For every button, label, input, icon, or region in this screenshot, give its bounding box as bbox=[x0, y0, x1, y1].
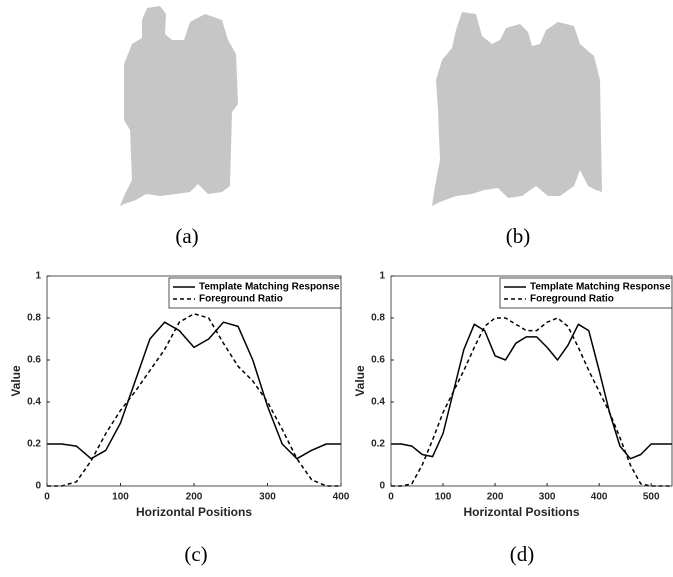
silhouette-b bbox=[432, 12, 602, 206]
y-tick-label: 0 bbox=[379, 481, 385, 492]
axes-box bbox=[390, 275, 673, 487]
x-axis-label: Horizontal Positions bbox=[136, 505, 252, 519]
x-tick-label: 500 bbox=[643, 492, 660, 503]
y-axis-label: Value bbox=[353, 365, 367, 397]
y-axis-label: Value bbox=[9, 365, 23, 397]
series-line bbox=[47, 321, 341, 460]
caption: (a) bbox=[175, 224, 198, 248]
legend-box bbox=[499, 277, 672, 309]
y-tick-label: 1 bbox=[35, 271, 41, 282]
legend-label: Foreground Ratio bbox=[199, 294, 283, 305]
legend-label: Template Matching Response bbox=[199, 282, 340, 293]
caption: (b) bbox=[506, 224, 531, 248]
silhouette-a bbox=[120, 6, 238, 206]
y-tick-label: 0.4 bbox=[371, 397, 385, 408]
y-tick-label: 0.6 bbox=[371, 355, 385, 366]
legend-box bbox=[168, 277, 341, 309]
y-tick-label: 0.6 bbox=[27, 355, 41, 366]
y-tick-label: 0.2 bbox=[371, 439, 385, 450]
lines bbox=[391, 317, 672, 487]
x-tick-label: 0 bbox=[44, 492, 50, 503]
y-tick-label: 0.4 bbox=[27, 397, 41, 408]
lines bbox=[47, 313, 341, 487]
x-tick-label: 0 bbox=[388, 492, 394, 503]
x-tick-label: 200 bbox=[487, 492, 504, 503]
x-tick-label: 400 bbox=[591, 492, 608, 503]
legend-label: Foreground Ratio bbox=[530, 294, 614, 305]
x-tick-label: 300 bbox=[259, 492, 276, 503]
legend-label: Template Matching Response bbox=[530, 282, 671, 293]
y-tick-label: 0 bbox=[35, 481, 41, 492]
x-tick-label: 400 bbox=[333, 492, 350, 503]
y-tick-label: 1 bbox=[379, 271, 385, 282]
x-tick-label: 100 bbox=[112, 492, 129, 503]
y-tick-label: 0.2 bbox=[27, 439, 41, 450]
chart: 0 0.2 0.4 0.6 0.8 1 0 100 200 300 400 Horizontal Po… bbox=[9, 271, 350, 520]
x-axis-label: Horizontal Positions bbox=[463, 505, 579, 519]
chart: 0 0.2 0.4 0.6 0.8 1 0 100 200 300 400 500 Horizontal… bbox=[353, 271, 673, 519]
x-tick-label: 200 bbox=[186, 492, 203, 503]
series-line bbox=[47, 313, 341, 487]
y-tick-label: 0.8 bbox=[27, 313, 41, 324]
x-tick-label: 300 bbox=[539, 492, 556, 503]
series-line bbox=[391, 317, 672, 487]
axes-box bbox=[46, 275, 342, 487]
y-tick-label: 0.8 bbox=[371, 313, 385, 324]
caption: (c) bbox=[184, 542, 207, 566]
caption: (d) bbox=[510, 542, 535, 566]
x-tick-label: 100 bbox=[435, 492, 452, 503]
